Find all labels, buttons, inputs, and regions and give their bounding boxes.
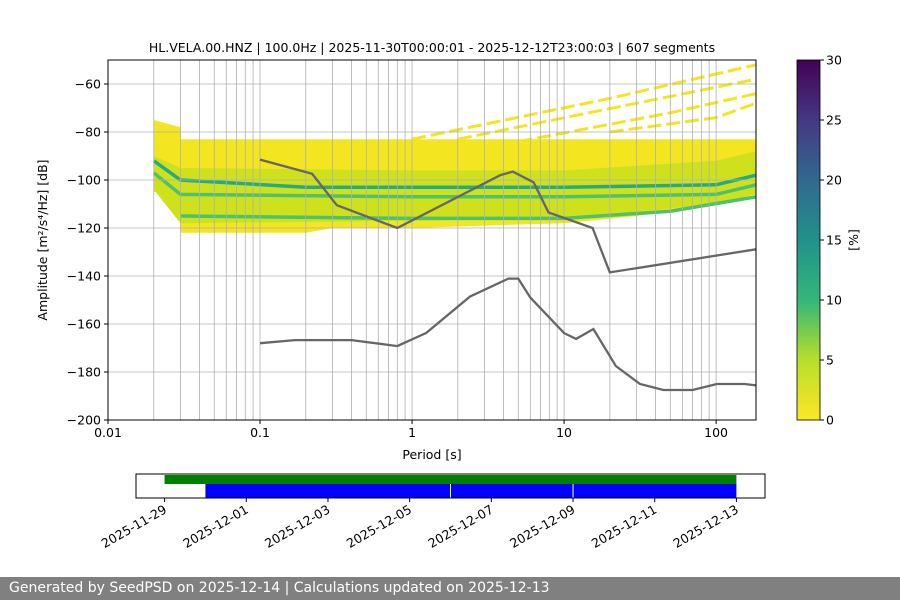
psd-sparse-streak: [457, 77, 756, 141]
timeline-tick-label: 2025-12-09: [507, 502, 577, 551]
y-tick-label: −120: [67, 221, 101, 236]
nhnm-line: [259, 158, 756, 274]
x-tick-label: 0.1: [250, 425, 270, 440]
timeline-tick-label: 2025-11-29: [99, 502, 169, 551]
plot-frame: [107, 59, 757, 421]
x-axis-label: Period [s]: [402, 447, 461, 462]
timeline-tick-label: 2025-12-11: [589, 502, 659, 551]
colorbar: [796, 59, 821, 421]
timeline-tick-label: 2025-12-07: [425, 502, 495, 551]
colorbar-tick-label: 30: [826, 53, 842, 68]
x-tick-label: 100: [704, 425, 728, 440]
y-tick-label: −60: [75, 77, 101, 92]
y-tick-label: −200: [67, 413, 101, 428]
psd-coverage-bar: [205, 484, 737, 498]
timeline-tick-label: 2025-12-01: [180, 502, 250, 551]
colorbar-label: [%]: [846, 229, 861, 251]
y-tick-label: −140: [67, 269, 101, 284]
timeline-tick-label: 2025-12-03: [262, 502, 332, 551]
colorbar-tick-label: 25: [826, 113, 842, 128]
timeline-frame: [135, 473, 766, 499]
colorbar-tick-label: 0: [826, 413, 834, 428]
data-availability-bar: [164, 475, 737, 484]
y-axis-label: Amplitude [m²/s⁴/Hz] [dB]: [35, 159, 50, 320]
y-tick-label: −160: [67, 317, 101, 332]
psd-mode-line: [152, 171, 756, 199]
colorbar-tick-label: 20: [826, 173, 842, 188]
nlnm-line: [259, 277, 756, 392]
psd-sparse-streak: [518, 92, 756, 144]
timeline-tick-label: 2025-12-05: [344, 502, 414, 551]
y-tick-label: −80: [75, 125, 101, 140]
colorbar-tick-label: 5: [826, 353, 834, 368]
chart-title: HL.VELA.00.HNZ | 100.0Hz | 2025-11-30T00…: [149, 40, 715, 55]
x-tick-label: 0.01: [94, 425, 122, 440]
footer-text: Generated by SeedPSD on 2025-12-14 | Cal…: [0, 577, 900, 600]
x-tick-label: 10: [556, 425, 572, 440]
y-tick-label: −180: [67, 365, 101, 380]
colorbar-tick-label: 10: [826, 293, 842, 308]
x-tick-label: 1: [408, 425, 416, 440]
psd-sparse-streak: [609, 101, 756, 134]
y-tick-label: −100: [67, 173, 101, 188]
colorbar-tick-label: 15: [826, 233, 842, 248]
timeline-tick-label: 2025-12-13: [670, 502, 740, 551]
